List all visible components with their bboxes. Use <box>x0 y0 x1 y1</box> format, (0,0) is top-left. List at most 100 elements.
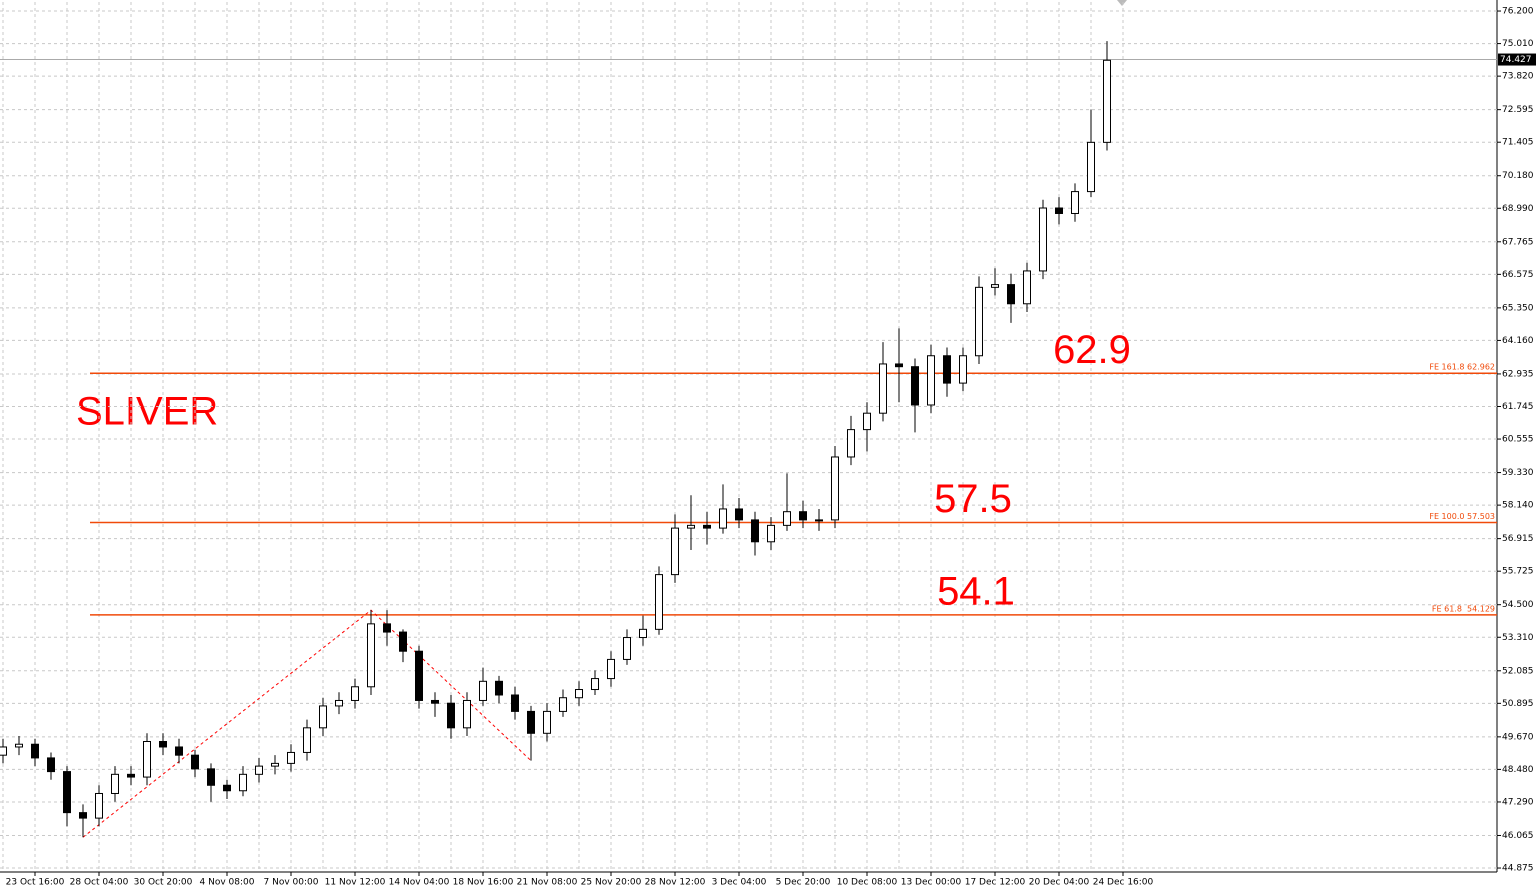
x-tick-label: 28 Oct 04:00 <box>70 878 129 888</box>
y-tick-label: 67.765 <box>1502 237 1534 247</box>
candle-body <box>655 574 663 630</box>
candle-body <box>527 710 535 734</box>
x-tick-label: 14 Nov 04:00 <box>389 878 450 888</box>
candle-body <box>223 784 231 792</box>
candle-body <box>479 680 487 701</box>
shift-marker <box>1117 0 1127 6</box>
candle-body <box>303 727 311 753</box>
candle-body <box>63 771 71 814</box>
x-tick-label: 5 Dec 20:00 <box>776 878 831 888</box>
fe-level-label: FE 100.0 57.503 <box>1429 512 1495 521</box>
y-tick-label: 61.745 <box>1502 402 1534 412</box>
candle-body <box>687 524 695 529</box>
fe-level-label: FE 161.8 62.962 <box>1429 363 1495 372</box>
x-tick-label: 11 Nov 12:00 <box>325 878 386 888</box>
x-tick-label: 18 Nov 16:00 <box>453 878 514 888</box>
candle-body <box>831 456 839 521</box>
y-tick-label: 56.915 <box>1502 534 1534 544</box>
x-tick-label: 13 Dec 00:00 <box>901 878 962 888</box>
candle-body <box>463 699 471 729</box>
candle-body <box>127 773 135 778</box>
candle-body <box>383 623 391 633</box>
x-tick-label: 30 Oct 20:00 <box>134 878 193 888</box>
candle-body <box>271 762 279 767</box>
candle-body <box>703 524 711 529</box>
candle-body <box>495 680 503 696</box>
candle-body <box>1055 207 1063 214</box>
candle-body <box>255 765 263 775</box>
candle-body <box>111 773 119 794</box>
x-tick-label: 21 Nov 08:00 <box>517 878 578 888</box>
y-tick-label: 75.010 <box>1502 39 1534 49</box>
x-tick-label: 23 Oct 16:00 <box>6 878 65 888</box>
current-price-box <box>1498 53 1536 66</box>
candle-body <box>1039 207 1047 272</box>
candle-body <box>175 746 183 756</box>
candle-body <box>1103 59 1111 143</box>
y-tick-label: 64.160 <box>1502 336 1534 346</box>
y-tick-label: 60.555 <box>1502 435 1534 445</box>
candle-body <box>623 637 631 660</box>
candle-body <box>815 519 823 522</box>
candle-body <box>959 355 967 384</box>
candle-body <box>767 524 775 543</box>
y-tick-label: 71.405 <box>1502 138 1534 148</box>
candle-body <box>511 694 519 712</box>
candle-body <box>239 773 247 792</box>
candle-body <box>287 751 295 764</box>
y-tick-label: 68.990 <box>1502 204 1534 214</box>
y-tick-label: 48.480 <box>1502 765 1534 775</box>
candle-body <box>751 519 759 543</box>
level-annotation: 57.5 <box>934 477 1012 521</box>
y-tick-label: 50.895 <box>1502 699 1534 709</box>
x-tick-label: 7 Nov 00:00 <box>264 878 319 888</box>
x-tick-label: 25 Nov 20:00 <box>581 878 642 888</box>
candle-body <box>543 710 551 734</box>
x-tick-label: 3 Dec 04:00 <box>712 878 767 888</box>
candle-body <box>0 746 7 756</box>
candle-body <box>847 429 855 458</box>
x-tick-label: 28 Nov 12:00 <box>645 878 706 888</box>
y-tick-label: 66.575 <box>1502 270 1534 280</box>
candle-body <box>319 705 327 729</box>
y-tick-label: 44.875 <box>1502 864 1534 874</box>
candle-body <box>95 792 103 819</box>
y-tick-label: 58.140 <box>1502 501 1534 511</box>
y-tick-label: 59.330 <box>1502 468 1534 478</box>
candle-body <box>591 678 599 691</box>
candle-body <box>1087 141 1095 193</box>
fe-level-label: FE 61.8 54.129 <box>1432 604 1495 613</box>
level-annotation: 54.1 <box>937 569 1015 613</box>
candle-body <box>1007 284 1015 305</box>
candle-body <box>895 363 903 368</box>
y-tick-label: 49.670 <box>1502 732 1534 742</box>
y-tick-label: 70.180 <box>1502 171 1534 181</box>
candle-body <box>399 631 407 652</box>
candle-body <box>207 768 215 786</box>
candle-body <box>911 366 919 406</box>
y-tick-label: 62.935 <box>1502 369 1534 379</box>
candle-body <box>559 697 567 712</box>
y-tick-label: 65.350 <box>1502 303 1534 313</box>
candle-body <box>79 812 87 819</box>
y-tick-label: 53.310 <box>1502 633 1534 643</box>
x-tick-label: 24 Dec 16:00 <box>1093 878 1154 888</box>
candle-body <box>799 511 807 521</box>
candle-body <box>783 511 791 526</box>
candle-body <box>607 658 615 680</box>
candle-body <box>927 355 935 406</box>
candle-body <box>863 412 871 431</box>
candle-body <box>431 699 439 704</box>
y-tick-label: 55.725 <box>1502 567 1534 577</box>
level-annotation: 62.9 <box>1053 328 1131 372</box>
y-tick-label: 73.820 <box>1502 72 1534 82</box>
y-tick-label: 46.065 <box>1502 831 1534 841</box>
candle-body <box>415 650 423 701</box>
y-tick-label: 47.290 <box>1502 797 1534 807</box>
candle-body <box>31 743 39 759</box>
candle-body <box>47 757 55 773</box>
candle-body <box>191 754 199 770</box>
candle-body <box>335 699 343 707</box>
